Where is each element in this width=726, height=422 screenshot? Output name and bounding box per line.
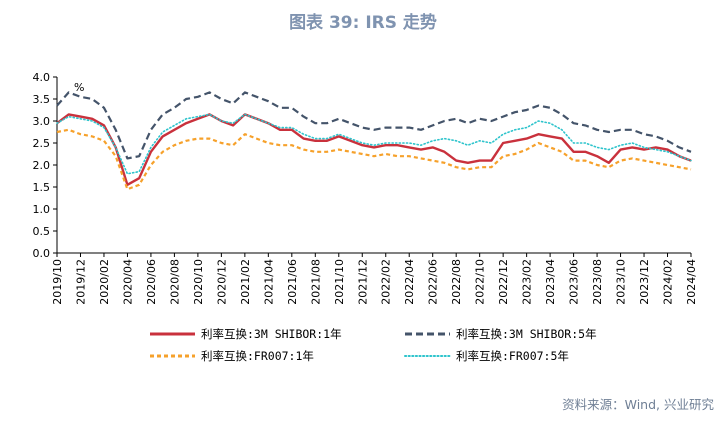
x-tick-label: 2020/04 [121, 259, 134, 305]
x-tick-label: 2021/12 [356, 259, 369, 305]
legend: 利率互换:3M SHIBOR:1年 利率互换:3M SHIBOR:5年利率互换:F… [150, 327, 597, 363]
x-tick-label: 2020/02 [98, 259, 111, 305]
x-tick-label: 2020/12 [215, 259, 228, 305]
x-tick-label: 2023/08 [591, 259, 604, 305]
x-tick-label: 2022/04 [403, 259, 416, 305]
x-tick-label: 2020/10 [192, 259, 205, 305]
x-tick-label: 2023/04 [544, 259, 557, 305]
x-tick-label: 2024/02 [662, 259, 675, 305]
x-tick-label: 2021/10 [333, 259, 346, 305]
x-tick-label: 2019/12 [74, 259, 87, 305]
x-tick-label: 2023/06 [568, 259, 581, 305]
legend-label-1: 利率互换:3M SHIBOR:1年 [201, 327, 342, 341]
legend-label-3: 利率互换:FR007:1年 [201, 349, 314, 363]
y-tick-label: 4.0 [33, 71, 51, 84]
unit-label: % [74, 81, 84, 94]
x-tick-label: 2022/10 [474, 259, 487, 305]
x-tick-label: 2021/08 [309, 259, 322, 305]
x-tick-label: 2020/06 [145, 259, 158, 305]
x-tick-label: 2022/02 [380, 259, 393, 305]
y-tick-label: 0.0 [33, 247, 51, 260]
series-line-1 [56, 113, 692, 187]
x-tick-label: 2021/04 [262, 259, 275, 305]
y-tick-label: 1.5 [33, 181, 51, 194]
y-tick-label: 3.5 [33, 93, 51, 106]
x-tick-label: 2021/02 [239, 259, 252, 305]
source-note: 资料来源：Wind, 兴业研究 [562, 397, 714, 412]
series-line-3 [56, 128, 692, 191]
x-tick-label: 2022/06 [427, 259, 440, 305]
y-tick-label: 2.0 [33, 159, 51, 172]
series-line-4 [56, 113, 692, 175]
legend-label-4: 利率互换:FR007:5年 [456, 349, 569, 363]
y-tick-label: 3.0 [33, 115, 51, 128]
y-tick-label: 1.0 [33, 203, 51, 216]
x-tick-label: 2020/08 [168, 259, 181, 305]
series-lines [56, 91, 692, 191]
y-tick-label: 2.5 [33, 137, 51, 150]
x-tick-label: 2022/12 [497, 259, 510, 305]
y-tick-label: 0.5 [33, 225, 51, 238]
axes: 0.0 0.5 1.0 1.5 2.0 2.5 3.0 3.5 4.0% 2019/10 2019/… [33, 71, 699, 305]
series-line-2 [56, 91, 692, 160]
x-tick-label: 2024/04 [685, 259, 698, 305]
x-tick-label: 2022/08 [450, 259, 463, 305]
x-tick-label: 2023/10 [615, 259, 628, 305]
legend-label-2: 利率互换:3M SHIBOR:5年 [456, 327, 597, 341]
x-tick-label: 2019/10 [51, 259, 64, 305]
chart-title: 图表 39: IRS 走势 [289, 13, 437, 33]
x-tick-label: 2023/02 [521, 259, 534, 305]
x-tick-label: 2023/12 [638, 259, 651, 305]
x-tick-label: 2021/06 [286, 259, 299, 305]
